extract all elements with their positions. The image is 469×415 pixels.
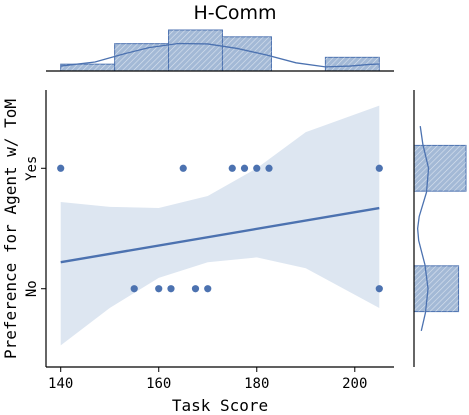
top-hist-bar-hatch [60,64,115,71]
right-hist-bar-hatch [414,265,459,312]
y-axis-ticks: No Yes [24,156,46,297]
x-tick-label: 160 [146,376,171,392]
x-axis-label: Task Score [172,396,268,415]
scatter-point [375,164,383,172]
main-scatter-plot [57,105,383,346]
scatter-point [375,285,383,293]
x-axis-ticks: 140 160 180 200 [48,367,367,392]
top-hist-bar-hatch [325,57,380,71]
scatter-point [204,285,212,293]
top-marginal-histogram [60,29,380,72]
regression-line [60,206,380,264]
right-kde-curve [416,126,430,332]
top-hist-bar-hatch [168,30,223,71]
chart-title: H-Comm [193,2,276,24]
scatter-point [240,164,249,172]
x-tick-label: 140 [48,376,73,392]
scatter-point [191,285,200,293]
top-kde-curve [60,42,380,68]
right-marginal-histogram [413,126,467,332]
x-tick-label: 200 [342,376,367,392]
scatter-point [228,164,236,172]
confidence-band [60,105,380,346]
x-tick-label: 180 [244,376,269,392]
right-hist-bar-hatch [414,145,466,192]
scatter-point [130,285,138,293]
top-hist-bar-hatch [114,43,169,71]
y-axis-label: Preference for Agent w/ ToM [1,99,20,359]
y-tick-label: No [24,280,40,297]
y-tick-label: Yes [24,156,40,181]
scatter-point [167,285,175,293]
scatter-point [253,164,261,172]
scatter-point [57,164,65,172]
scatter-point [179,164,187,172]
scatter-point [265,164,273,172]
scatter-point [155,285,163,293]
